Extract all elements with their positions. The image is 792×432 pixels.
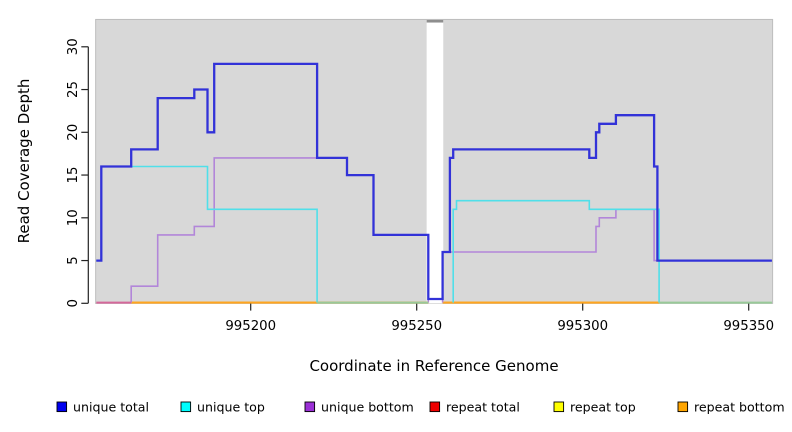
- legend-swatch-repeat-total: [429, 401, 441, 413]
- x-axis-title: Coordinate in Reference Genome: [309, 357, 558, 375]
- legend-swatch-unique-bottom: [304, 401, 316, 413]
- no-data-gap: [426, 19, 444, 304]
- legend-swatch-unique-total: [56, 401, 68, 413]
- x-tick-label: 995350: [723, 319, 774, 334]
- y-tick-label: 20: [66, 124, 81, 141]
- y-tick-label: 30: [66, 38, 81, 55]
- gap-top-cap: [426, 19, 444, 23]
- y-tick-label: 10: [66, 209, 81, 226]
- legend-label-repeat-bottom: repeat bottom: [694, 400, 785, 415]
- y-tick-label: 15: [66, 167, 81, 184]
- x-tick-label: 995300: [557, 319, 608, 334]
- series-line-unique-top: [452, 199, 660, 303]
- series-line-unique-total: [96, 62, 772, 301]
- y-tick-label: 5: [66, 256, 81, 264]
- legend-label-unique-total: unique total: [73, 400, 149, 415]
- legend-label-unique-bottom: unique bottom: [321, 400, 414, 415]
- y-axis-title: Read Coverage Depth: [15, 79, 33, 244]
- x-tick-label: 995200: [225, 319, 276, 334]
- legend-label-repeat-total: repeat total: [446, 400, 520, 415]
- legend-swatch-repeat-bottom: [677, 401, 689, 413]
- legend: unique total unique top unique bottom repea…: [56, 400, 785, 415]
- series-line-unique-bottom: [441, 208, 772, 303]
- y-tick-label: 25: [66, 81, 81, 98]
- y-tick-label: 0: [66, 299, 81, 307]
- x-tick-label: 995250: [391, 319, 442, 334]
- legend-swatch-repeat-top: [553, 401, 565, 413]
- legend-label-repeat-top: repeat top: [570, 400, 636, 415]
- chart-layers: 0 5 10 15 20 25 30 995200 995250 995300 995350: [66, 18, 774, 334]
- legend-swatch-unique-top: [180, 401, 192, 413]
- legend-label-unique-top: unique top: [197, 400, 265, 415]
